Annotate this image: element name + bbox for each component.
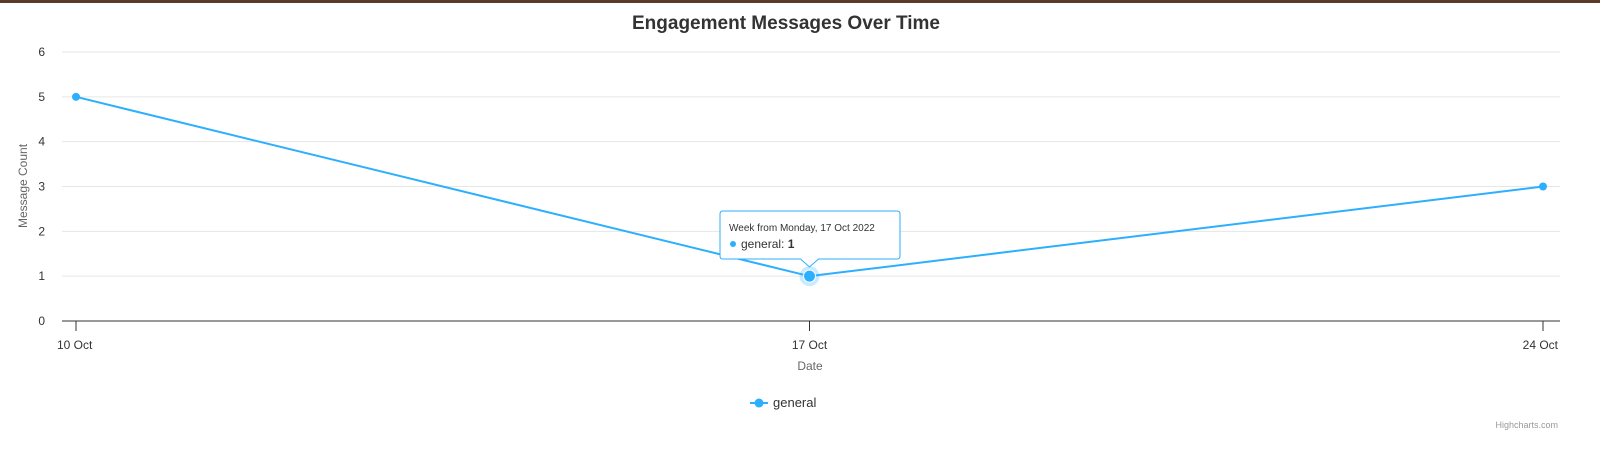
tooltip-series-dot <box>730 241 736 247</box>
legend-marker-icon <box>754 398 764 408</box>
y-tick-label: 3 <box>38 180 45 194</box>
x-axis-ticks: 10 Oct 17 Oct 24 Oct <box>57 321 1559 352</box>
y-axis-title: Message Count <box>16 143 30 228</box>
tooltip-header: Week from Monday, 17 Oct 2022 <box>729 223 875 234</box>
top-border-bar <box>0 0 1600 3</box>
credits-link[interactable]: Highcharts.com <box>1495 420 1558 430</box>
y-tick-label: 2 <box>38 224 45 238</box>
tooltip-series-label: general: <box>741 237 788 251</box>
y-tick-label: 6 <box>38 45 45 59</box>
tooltip: Week from Monday, 17 Oct 2022 general: 1 <box>719 210 901 268</box>
series-points <box>72 92 1547 283</box>
y-tick-label: 4 <box>38 135 45 149</box>
x-tick-label: 10 Oct <box>57 338 93 352</box>
data-point <box>803 269 816 283</box>
y-tick-label: 1 <box>38 269 45 283</box>
y-tick-label: 5 <box>38 90 45 104</box>
tooltip-body: general: 1 <box>741 237 795 251</box>
data-point <box>72 92 80 101</box>
grid-lines <box>62 51 1560 277</box>
data-point <box>1539 182 1547 191</box>
legend-label: general <box>773 395 816 410</box>
y-axis-tick-labels: 0 1 2 3 4 5 6 <box>38 45 45 328</box>
tooltip-value: 1 <box>788 237 795 251</box>
y-tick-label: 0 <box>38 314 45 328</box>
x-tick-label: 24 Oct <box>1523 338 1559 352</box>
chart-title: Engagement Messages Over Time <box>632 13 940 34</box>
x-axis-title: Date <box>797 359 823 373</box>
x-tick-label: 17 Oct <box>792 338 828 352</box>
legend-item-general[interactable]: general <box>750 395 816 410</box>
tooltip-box <box>719 210 901 268</box>
